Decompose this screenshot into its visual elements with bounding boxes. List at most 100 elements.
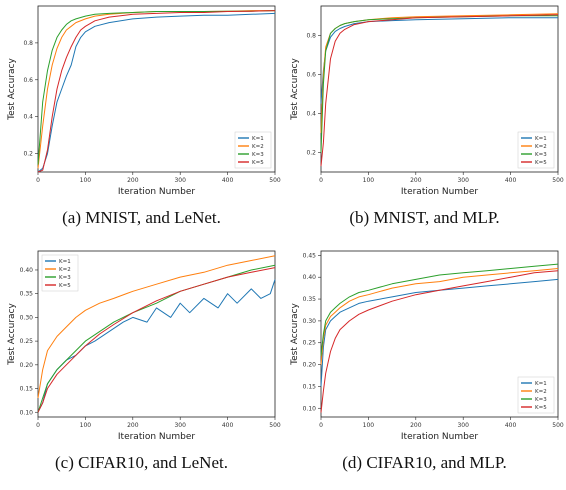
y-tick-label: 0.25 xyxy=(20,338,34,345)
chart-panel-d: 0 100 200 300 400 500 0.10 0.15 0.20 0.25 0.30 0.35… xyxy=(283,245,566,490)
series-line-k1 xyxy=(37,279,276,413)
chart-panel-b: 0 100 200 300 400 500 0.2 0.4 0.6 0.8 Iteration Nu… xyxy=(283,0,566,245)
x-tick-label: 300 xyxy=(174,177,186,184)
legend-entry: K=5 xyxy=(59,283,71,289)
y-axis-label: Test Accuracy xyxy=(7,302,17,365)
caption-a: (a) MNIST, and LeNet. xyxy=(62,208,221,227)
y-tick-label: 0.8 xyxy=(23,40,33,47)
legend-entry: K=2 xyxy=(535,144,547,150)
series-line-k3 xyxy=(37,10,276,165)
caption-c: (c) CIFAR10, and LeNet. xyxy=(55,453,228,472)
plot-frame xyxy=(37,5,276,173)
x-axis-label: Iteration Number xyxy=(401,187,478,197)
y-tick-label: 0.10 xyxy=(303,405,317,412)
y-tick-label: 0.30 xyxy=(20,314,34,321)
legend-entry: K=1 xyxy=(59,259,71,265)
x-tick-label: 100 xyxy=(80,422,92,429)
series-line-k1 xyxy=(37,12,276,173)
x-tick-label: 100 xyxy=(363,422,375,429)
x-tick-label: 300 xyxy=(457,422,469,429)
y-tick-label: 0.40 xyxy=(303,274,317,281)
x-tick-label: 100 xyxy=(363,177,375,184)
y-tick-label: 0.20 xyxy=(303,362,317,369)
series-line-k1 xyxy=(320,17,558,104)
legend-entry: K=5 xyxy=(252,160,264,166)
caption-b: (b) MNIST, and MLP. xyxy=(349,208,500,227)
plot-frame xyxy=(320,250,559,418)
y-tick-label: 0.10 xyxy=(20,409,34,416)
legend-entry: K=1 xyxy=(252,136,264,142)
x-tick-label: 500 xyxy=(269,422,281,429)
legend: K=1 K=2 K=3 K=5 xyxy=(41,254,79,292)
series-line-k5 xyxy=(37,267,276,413)
legend-entry: K=2 xyxy=(59,267,71,273)
y-tick-label: 0.6 xyxy=(23,77,33,84)
chart-c: 0 100 200 300 400 500 0.10 0.15 0.20 0.25 0.30 0.35… xyxy=(7,250,281,442)
legend-entry: K=5 xyxy=(535,405,547,411)
x-tick-label: 0 xyxy=(36,177,40,184)
legend-entry: K=3 xyxy=(535,397,547,403)
y-tick-label: 0.15 xyxy=(20,386,34,393)
y-tick-label: 0.35 xyxy=(303,296,317,303)
x-tick-label: 500 xyxy=(552,177,564,184)
x-tick-label: 200 xyxy=(410,177,422,184)
x-tick-label: 100 xyxy=(80,177,92,184)
y-axis-label: Test Accuracy xyxy=(290,57,300,120)
legend: K=1 K=2 K=3 K=5 xyxy=(517,131,555,169)
y-tick-label: 0.2 xyxy=(306,149,316,156)
chart-d: 0 100 200 300 400 500 0.10 0.15 0.20 0.25 0.30 0.35… xyxy=(290,250,564,442)
legend-entry: K=2 xyxy=(252,144,264,150)
chart-a: 0 100 200 300 400 500 0.2 0.4 0.6 0.8 Iteration Nu… xyxy=(7,5,281,197)
plot-frame xyxy=(320,5,559,173)
y-tick-label: 0.6 xyxy=(306,71,316,78)
x-tick-label: 400 xyxy=(222,177,234,184)
x-axis-label: Iteration Number xyxy=(401,432,478,442)
x-tick-label: 300 xyxy=(174,422,186,429)
x-tick-label: 400 xyxy=(505,422,517,429)
legend-entry: K=1 xyxy=(535,136,547,142)
y-tick-label: 0.8 xyxy=(306,32,316,39)
legend-entry: K=5 xyxy=(535,160,547,166)
y-tick-label: 0.4 xyxy=(306,110,316,117)
x-tick-label: 200 xyxy=(410,422,422,429)
plot-frame xyxy=(37,250,276,418)
y-tick-label: 0.20 xyxy=(20,362,34,369)
y-axis-label: Test Accuracy xyxy=(7,57,17,120)
chart-panel-c: 0 100 200 300 400 500 0.10 0.15 0.20 0.25 0.30 0.35… xyxy=(0,245,283,490)
chart-b: 0 100 200 300 400 500 0.2 0.4 0.6 0.8 Iteration Nu… xyxy=(290,5,564,197)
series-line-k2 xyxy=(320,268,559,365)
caption-d: (d) CIFAR10, and MLP. xyxy=(342,453,507,472)
y-axis-label: Test Accuracy xyxy=(290,302,300,365)
x-tick-label: 400 xyxy=(222,422,234,429)
series-line-k1 xyxy=(320,278,559,387)
x-tick-label: 400 xyxy=(505,177,517,184)
series-line-k5 xyxy=(37,10,276,173)
series-line-k5 xyxy=(320,270,559,413)
legend-entry: K=3 xyxy=(535,152,547,158)
y-tick-label: 0.35 xyxy=(20,291,34,298)
legend: K=1 K=2 K=3 K=5 xyxy=(234,131,272,169)
x-tick-label: 200 xyxy=(127,177,139,184)
x-tick-label: 0 xyxy=(319,422,323,429)
y-tick-label: 0.25 xyxy=(303,340,317,347)
x-tick-label: 0 xyxy=(36,422,40,429)
legend-entry: K=2 xyxy=(535,389,547,395)
legend: K=1 K=2 K=3 K=5 xyxy=(517,376,555,414)
legend-entry: K=1 xyxy=(535,381,547,387)
y-tick-label: 0.15 xyxy=(303,383,317,390)
x-tick-label: 200 xyxy=(127,422,139,429)
x-axis-label: Iteration Number xyxy=(118,187,195,197)
series-line-k2 xyxy=(37,255,276,399)
x-tick-label: 500 xyxy=(552,422,564,429)
chart-panel-a: 0 100 200 300 400 500 0.2 0.4 0.6 0.8 Iteration Nu… xyxy=(0,0,283,245)
x-tick-label: 500 xyxy=(269,177,281,184)
legend-entry: K=3 xyxy=(59,275,71,281)
y-tick-label: 0.2 xyxy=(23,151,33,158)
x-axis-label: Iteration Number xyxy=(118,432,195,442)
y-tick-label: 0.30 xyxy=(303,318,317,325)
y-tick-label: 0.4 xyxy=(23,114,33,121)
y-tick-label: 0.45 xyxy=(303,252,317,259)
y-tick-label: 0.40 xyxy=(20,267,34,274)
legend-entry: K=3 xyxy=(252,152,264,158)
series-line-k3 xyxy=(320,263,559,356)
